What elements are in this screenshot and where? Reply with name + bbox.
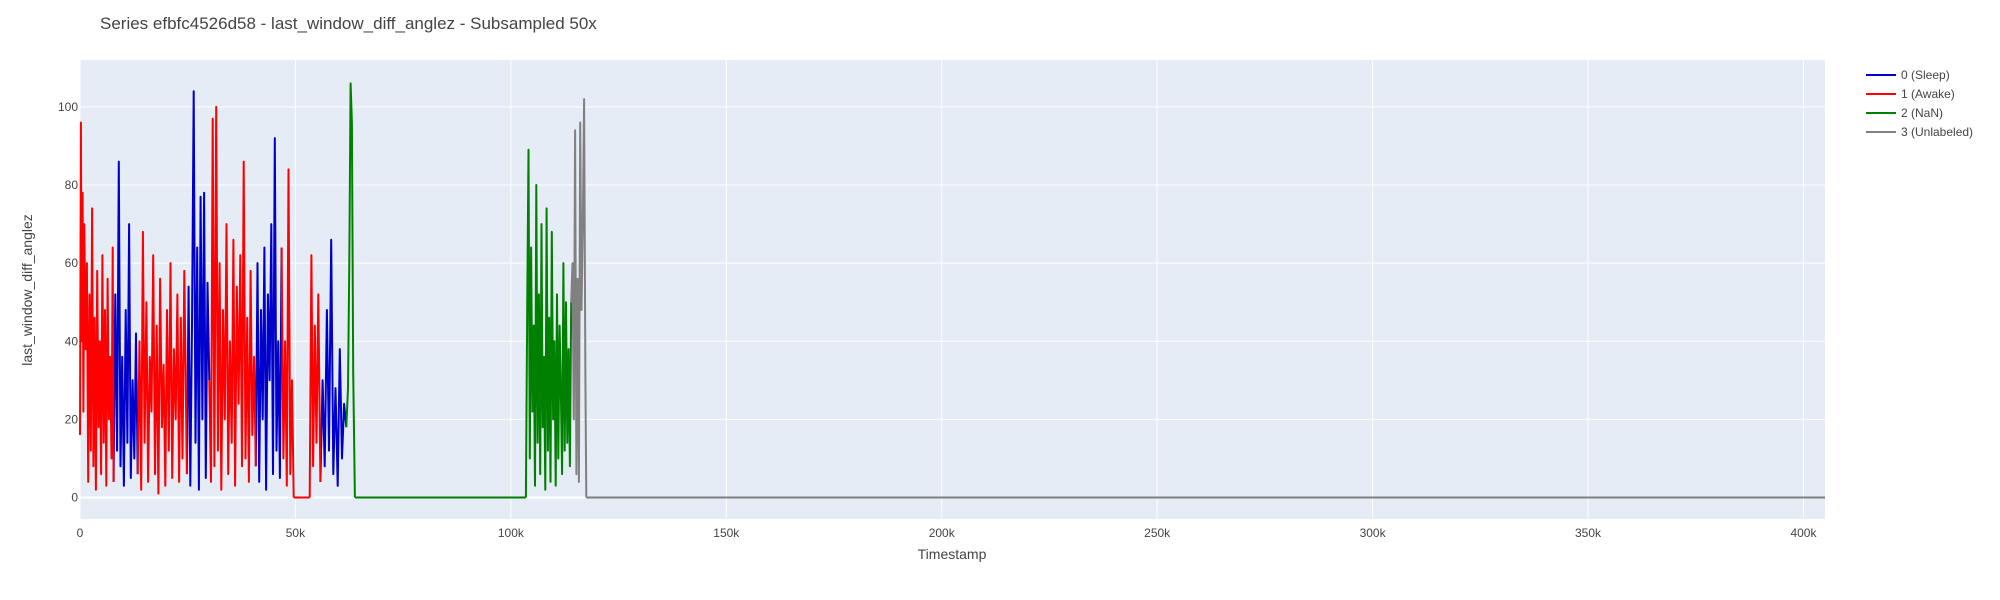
legend[interactable]: 0 (Sleep) 1 (Awake) 2 (NaN) 3 (Unlabeled) [1866,68,1973,139]
legend-label: 0 (Sleep) [1901,68,1950,82]
y-tick-label: 100 [58,100,78,114]
series-line [524,148,573,498]
series-line [308,254,322,498]
series-line [136,230,188,495]
x-tick-label: 300k [1360,526,1387,540]
y-axis-label: last_window_diff_anglez [19,214,35,366]
legend-label: 1 (Awake) [1901,87,1955,101]
x-tick-label: 150k [713,526,740,540]
y-tick-label: 0 [71,491,78,505]
y-tick-label: 80 [65,178,79,192]
x-tick-label: 0 [77,526,84,540]
series-line [570,98,588,498]
series-3 [570,98,1825,499]
x-tick-label: 350k [1575,526,1602,540]
x-tick-label: 50k [286,526,306,540]
x-tick-label: 100k [498,526,525,540]
legend-label: 3 (Unlabeled) [1901,125,1973,139]
series-2 [345,82,573,499]
legend-item[interactable]: 2 (NaN) [1866,106,1943,120]
gridlines [79,60,1825,519]
series-lines [79,82,1825,499]
x-axis-label: Timestamp [918,546,987,562]
y-axis-ticks: 0 20 40 60 80 100 [58,100,78,505]
y-tick-label: 20 [65,412,79,426]
series-line [345,82,356,498]
legend-label: 2 (NaN) [1901,106,1943,120]
y-tick-label: 60 [65,256,79,270]
series-line [280,168,295,498]
legend-item[interactable]: 0 (Sleep) [1866,68,1950,82]
series-line [185,90,211,491]
x-tick-label: 400k [1790,526,1817,540]
x-tick-label: 250k [1144,526,1171,540]
series-line [208,105,257,491]
x-tick-label: 200k [929,526,956,540]
series-line [112,160,139,487]
chart-title: Series efbfc4526d58 - last_window_diff_a… [100,14,597,33]
legend-item[interactable]: 1 (Awake) [1866,87,1955,101]
y-tick-label: 40 [65,334,79,348]
series-line [79,121,115,491]
series-0 [112,90,348,491]
legend-item[interactable]: 3 (Unlabeled) [1866,125,1973,139]
x-axis-ticks: 0 50k 100k 150k 200k 250k 300k 350k 400k [77,526,1818,540]
plot-area [80,60,1825,519]
series-1 [79,105,322,499]
series-line [319,238,348,487]
series-line [254,137,283,491]
